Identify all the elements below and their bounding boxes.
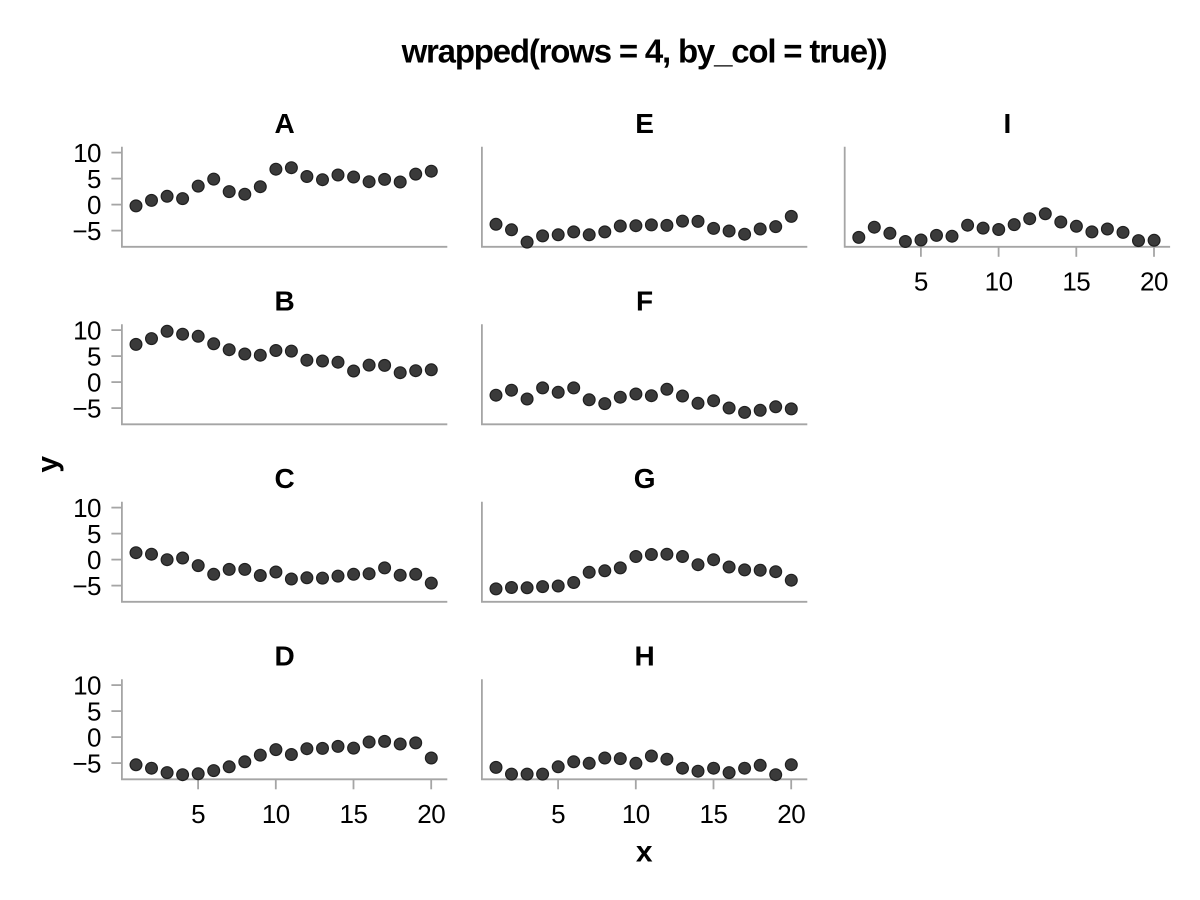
svg-text:5: 5 xyxy=(87,519,101,549)
svg-text:x: x xyxy=(636,836,653,869)
svg-text:0: 0 xyxy=(87,367,101,397)
svg-text:−5: −5 xyxy=(72,571,101,601)
svg-text:5: 5 xyxy=(87,696,101,726)
svg-text:D: D xyxy=(274,640,294,671)
svg-text:20: 20 xyxy=(777,799,805,829)
svg-text:H: H xyxy=(634,640,654,671)
svg-text:−5: −5 xyxy=(72,748,101,778)
svg-text:−5: −5 xyxy=(72,216,101,246)
svg-text:10: 10 xyxy=(262,799,290,829)
svg-text:C: C xyxy=(274,463,294,494)
svg-text:15: 15 xyxy=(340,799,368,829)
svg-text:0: 0 xyxy=(87,190,101,220)
svg-text:20: 20 xyxy=(1140,266,1168,296)
svg-text:0: 0 xyxy=(87,545,101,575)
svg-text:I: I xyxy=(1004,108,1012,139)
svg-text:5: 5 xyxy=(914,266,928,296)
svg-text:15: 15 xyxy=(700,799,728,829)
svg-text:5: 5 xyxy=(87,341,101,371)
svg-text:10: 10 xyxy=(73,315,101,345)
svg-text:10: 10 xyxy=(73,670,101,700)
svg-text:20: 20 xyxy=(417,799,445,829)
svg-text:10: 10 xyxy=(73,493,101,523)
svg-text:F: F xyxy=(636,285,653,316)
svg-text:−5: −5 xyxy=(72,393,101,423)
svg-text:10: 10 xyxy=(985,266,1013,296)
svg-text:5: 5 xyxy=(87,164,101,194)
svg-text:G: G xyxy=(634,463,656,494)
svg-text:y: y xyxy=(32,456,65,473)
svg-text:10: 10 xyxy=(622,799,650,829)
svg-text:10: 10 xyxy=(73,138,101,168)
svg-text:E: E xyxy=(635,108,654,139)
svg-text:A: A xyxy=(274,108,294,139)
svg-text:B: B xyxy=(274,285,294,316)
svg-text:wrapped(rows = 4, by_col = tru: wrapped(rows = 4, by_col = true)) xyxy=(401,33,887,70)
svg-text:15: 15 xyxy=(1062,266,1090,296)
svg-text:5: 5 xyxy=(191,799,205,829)
svg-text:0: 0 xyxy=(87,722,101,752)
svg-text:5: 5 xyxy=(551,799,565,829)
